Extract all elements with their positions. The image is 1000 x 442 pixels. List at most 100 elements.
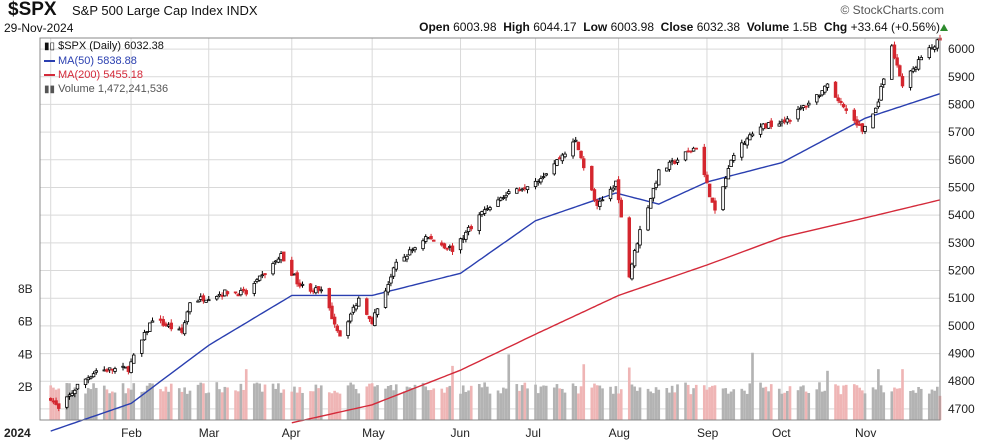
- volume-bar: [788, 386, 792, 420]
- candle-body: [239, 290, 243, 296]
- chg-value: +33.64 (+0.56%): [850, 20, 940, 34]
- volume-bar: [424, 386, 428, 420]
- volume-bar: [94, 387, 98, 420]
- candle-body: [536, 181, 540, 184]
- volume-bar: [842, 385, 845, 420]
- volume-bar: [727, 393, 730, 420]
- volume-bar: [515, 384, 519, 420]
- candle-body: [335, 325, 340, 332]
- volume-bars-icon: ▮▮: [44, 84, 56, 95]
- candle-body: [873, 107, 878, 114]
- volume-bar: [743, 390, 746, 420]
- candle-body: [496, 199, 500, 207]
- volume-bar: [708, 387, 711, 420]
- volume-bar: [223, 386, 227, 420]
- volume-bar: [563, 392, 567, 420]
- candle-body: [367, 315, 372, 320]
- volume-bar: [520, 385, 524, 420]
- volume-bar: [413, 384, 417, 420]
- volume-bar: [220, 392, 224, 420]
- candle-body: [383, 290, 388, 308]
- candle-body: [440, 242, 444, 246]
- volume-bar: [670, 385, 674, 420]
- volume-bar: [164, 386, 168, 420]
- volume-bar: [796, 390, 800, 420]
- candle-body: [255, 279, 259, 282]
- candle-body: [150, 320, 155, 323]
- volume-bar: [440, 388, 444, 420]
- volume-bar: [49, 385, 53, 420]
- candle-body: [844, 108, 848, 111]
- candle-body: [804, 105, 808, 108]
- volume-bar: [394, 384, 398, 420]
- candle-body: [295, 272, 299, 285]
- volume-bar: [239, 383, 243, 420]
- candle-body: [798, 107, 803, 110]
- candle-body: [705, 174, 709, 183]
- candle-body: [691, 147, 696, 152]
- volume-bar: [234, 390, 237, 420]
- volume-bar: [129, 389, 133, 420]
- candle-body: [825, 83, 830, 88]
- candle-body: [102, 369, 107, 372]
- candle-body: [485, 208, 490, 211]
- volume-bar: [483, 382, 486, 420]
- volume-bar: [646, 388, 650, 420]
- candle-body: [694, 147, 698, 150]
- candle-body: [429, 235, 433, 240]
- volume-bar: [649, 391, 653, 420]
- candles: [48, 34, 942, 412]
- candle-body: [311, 290, 315, 293]
- volume-bar: [327, 392, 331, 420]
- volume-bar: [140, 391, 144, 420]
- volume-bar: [909, 390, 912, 420]
- volume-bar: [105, 389, 109, 420]
- volume-bar: [577, 393, 580, 420]
- candle-body: [83, 378, 88, 385]
- volume-bar: [76, 387, 79, 420]
- candle-body: [113, 368, 117, 372]
- volume-bar: [668, 392, 671, 420]
- volume-bar: [336, 392, 339, 420]
- candle-body: [796, 108, 800, 120]
- y-tick-label: 6000: [948, 42, 975, 56]
- candle-body: [223, 289, 227, 297]
- candle-body: [330, 305, 334, 320]
- volume-bar: [226, 387, 229, 420]
- candle-body: [927, 47, 932, 59]
- volume-bar: [871, 387, 875, 420]
- volume-bar: [282, 389, 286, 420]
- candle-body: [579, 150, 583, 159]
- volume-bar: [826, 370, 829, 420]
- low-label: Low: [583, 20, 608, 34]
- candle-body: [683, 151, 688, 161]
- volume-bar: [777, 388, 781, 420]
- legend-price-text: $SPX (Daily) 6032.38: [58, 40, 164, 52]
- candle-body: [820, 90, 824, 96]
- volume-bar: [293, 386, 296, 420]
- volume-bar: [263, 384, 267, 420]
- volume-bars: [49, 352, 942, 420]
- volume-bar: [804, 391, 808, 420]
- volume-bar: [633, 386, 636, 420]
- y-tick-label: 4900: [948, 347, 975, 361]
- candle-body: [86, 377, 90, 381]
- candle-body: [657, 169, 661, 186]
- candle-body: [879, 86, 883, 101]
- volume-bar: [601, 388, 604, 420]
- candle-body: [357, 297, 361, 307]
- y-tick-label: 4700: [948, 402, 975, 416]
- x-tick-label: Jul: [526, 426, 541, 440]
- volume-bar: [405, 386, 409, 420]
- volume-bar: [898, 388, 902, 420]
- axes: 4700 4800 4900 5000 5100 5200 5300 5400 5500 5600…: [4, 37, 975, 440]
- index-name-text: S&P 500 Large Cap Index: [72, 3, 223, 18]
- volume-bar: [815, 389, 819, 420]
- candle-body: [166, 324, 171, 327]
- candle-body: [836, 97, 840, 102]
- candle-body: [327, 288, 332, 309]
- low-value: 6003.98: [610, 20, 654, 34]
- candle-body: [507, 191, 511, 194]
- candle-body: [394, 261, 398, 270]
- candle-icon: ▮▯: [44, 41, 56, 52]
